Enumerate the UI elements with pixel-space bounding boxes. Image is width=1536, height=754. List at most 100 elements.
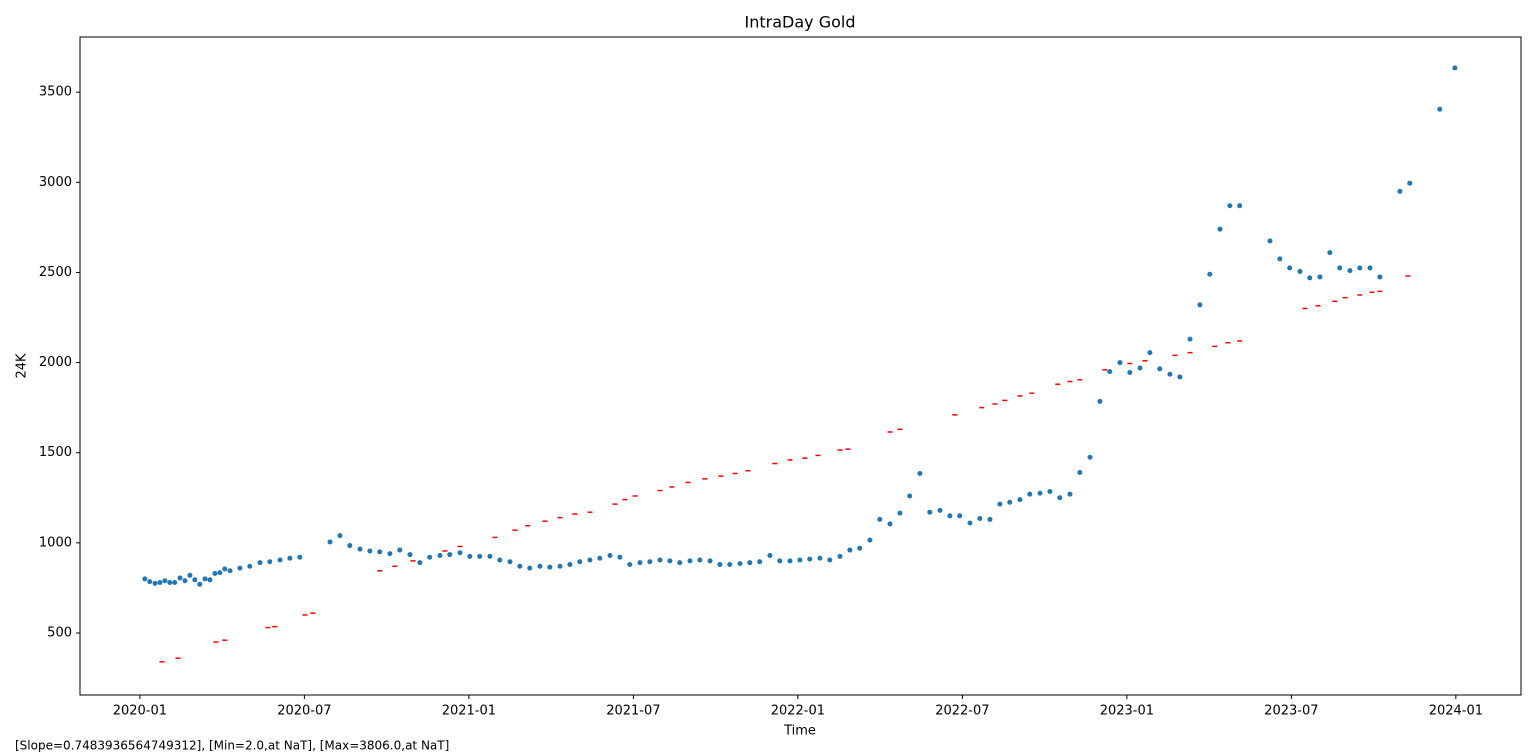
data-point <box>1367 265 1373 271</box>
data-point <box>1057 495 1063 501</box>
data-point <box>1177 374 1183 380</box>
data-point <box>527 565 533 571</box>
data-point <box>697 557 703 563</box>
data-point <box>757 559 763 565</box>
data-point <box>1087 454 1093 460</box>
x-tick-label: 2021-07 <box>606 704 660 719</box>
data-point <box>657 557 663 563</box>
data-point <box>1077 470 1083 476</box>
data-point <box>607 552 613 558</box>
data-point <box>997 501 1003 507</box>
data-point <box>1197 302 1203 308</box>
data-point <box>877 516 883 522</box>
data-point <box>457 550 463 556</box>
data-point <box>797 557 803 563</box>
data-point <box>1047 488 1053 494</box>
data-point <box>1017 497 1023 503</box>
data-point <box>747 560 753 566</box>
data-point <box>467 553 473 559</box>
data-point <box>1127 369 1133 375</box>
data-point <box>1287 265 1293 271</box>
data-point <box>767 552 773 558</box>
data-point <box>1157 366 1163 372</box>
data-point <box>157 580 163 586</box>
data-point <box>1027 491 1033 497</box>
data-point <box>947 513 953 519</box>
data-point <box>907 493 913 499</box>
data-point <box>267 559 273 565</box>
data-point <box>1277 256 1283 262</box>
data-point <box>897 510 903 516</box>
data-point <box>182 578 188 584</box>
data-point <box>787 558 793 564</box>
data-point <box>627 561 633 567</box>
data-point <box>172 580 178 586</box>
data-point <box>677 560 683 566</box>
data-point <box>227 568 233 574</box>
data-point <box>1317 274 1323 280</box>
data-point <box>967 520 973 526</box>
x-tick-label: 2023-01 <box>1100 704 1154 719</box>
data-point <box>547 564 553 570</box>
data-point <box>407 552 413 558</box>
data-point <box>177 575 183 581</box>
data-point <box>387 551 393 557</box>
data-point <box>1237 203 1243 209</box>
data-point <box>417 560 423 566</box>
data-point <box>162 578 168 584</box>
data-point <box>727 561 733 567</box>
data-point <box>152 580 158 586</box>
data-point <box>597 555 603 561</box>
data-point <box>737 561 743 567</box>
data-point <box>437 552 443 558</box>
data-point <box>537 563 543 569</box>
data-point <box>1167 371 1173 377</box>
y-axis-label: 24K <box>15 353 30 379</box>
x-axis-label: Time <box>783 724 816 739</box>
data-point <box>367 548 373 554</box>
data-point <box>567 561 573 567</box>
data-point <box>222 566 228 572</box>
data-point <box>357 546 363 552</box>
data-point <box>487 553 493 559</box>
data-point <box>147 579 153 585</box>
data-point <box>297 554 303 560</box>
data-point <box>1217 226 1223 232</box>
data-point <box>577 559 583 565</box>
data-point <box>917 470 923 476</box>
data-point <box>187 572 193 578</box>
data-point <box>192 577 198 583</box>
data-point <box>1397 188 1403 194</box>
data-point <box>212 570 218 576</box>
x-tick-label: 2022-01 <box>771 704 825 719</box>
data-point <box>1307 275 1313 281</box>
y-tick-label: 1500 <box>39 445 72 460</box>
data-point <box>777 558 783 564</box>
data-point <box>327 539 333 545</box>
data-point <box>937 507 943 513</box>
data-point <box>977 516 983 522</box>
data-point <box>337 533 343 539</box>
data-point <box>167 580 173 586</box>
data-point <box>647 559 653 565</box>
data-point <box>837 553 843 559</box>
data-point <box>1187 336 1193 342</box>
data-point <box>1067 491 1073 497</box>
data-point <box>277 557 283 563</box>
y-tick-label: 3500 <box>39 85 72 100</box>
data-point <box>557 563 563 569</box>
y-tick-label: 500 <box>47 625 72 640</box>
data-point <box>1452 65 1458 71</box>
data-point <box>1407 180 1413 186</box>
data-point <box>247 563 253 569</box>
data-point <box>847 547 853 553</box>
data-point <box>207 577 213 583</box>
data-point <box>1327 250 1333 256</box>
data-point <box>817 555 823 561</box>
x-tick-label: 2023-07 <box>1264 704 1318 719</box>
data-point <box>1297 269 1303 275</box>
data-point <box>1147 350 1153 356</box>
x-tick-label: 2020-01 <box>113 704 167 719</box>
